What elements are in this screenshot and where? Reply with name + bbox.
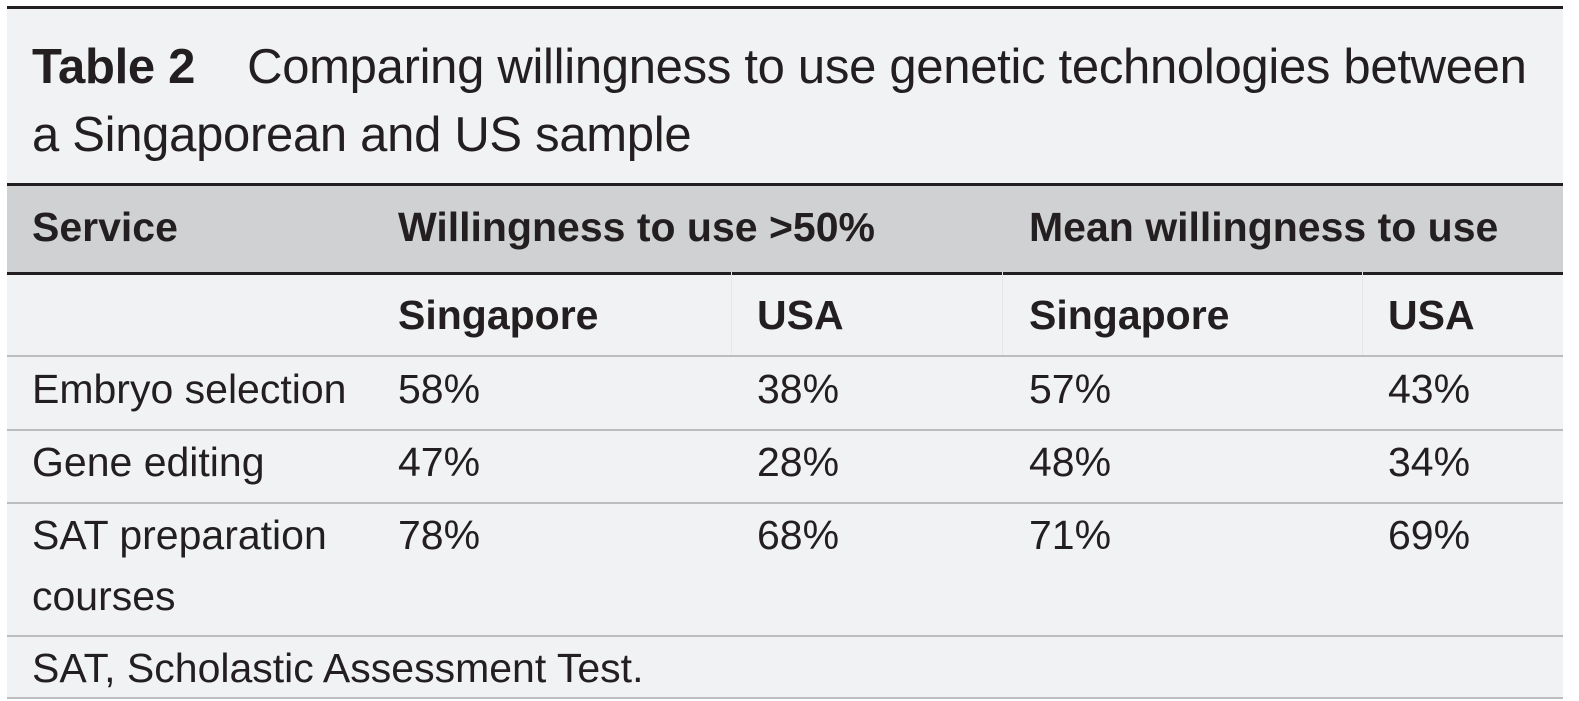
row-divider <box>7 355 1563 357</box>
column-divider <box>1362 272 1363 356</box>
row-divider <box>7 502 1563 504</box>
column-divider <box>1002 272 1003 356</box>
cell-g1-singapore: 47% <box>398 439 481 485</box>
cell-g1-usa: 38% <box>757 366 840 412</box>
subheader-g1-usa: USA <box>757 292 844 338</box>
subheader-g2-singapore: Singapore <box>1029 292 1230 338</box>
cell-service: Gene editing <box>32 439 265 485</box>
row-divider <box>7 635 1563 637</box>
table-footnote: SAT, Scholastic Assessment Test. <box>32 645 644 691</box>
subheader-g1-singapore: Singapore <box>398 292 599 338</box>
cell-g2-singapore: 71% <box>1029 512 1112 558</box>
table-caption-label: Table 2 <box>32 40 196 94</box>
table-header-row <box>7 183 1563 275</box>
table-bottom-rule <box>7 697 1563 699</box>
subheader-g2-usa: USA <box>1388 292 1475 338</box>
cell-g1-singapore: 58% <box>398 366 481 412</box>
row-divider <box>7 429 1563 431</box>
cell-service-line2: courses <box>32 573 176 619</box>
table-panel: Table 2 Comparing willingness to use gene… <box>7 6 1563 699</box>
cell-g2-usa: 34% <box>1388 439 1471 485</box>
cell-g1-usa: 28% <box>757 439 840 485</box>
cell-g2-usa: 69% <box>1388 512 1471 558</box>
cell-g2-singapore: 57% <box>1029 366 1112 412</box>
cell-service: Embryo selection <box>32 366 347 412</box>
table-caption: Table 2 Comparing willingness to use gene… <box>32 33 1557 169</box>
cell-service-line1: SAT preparation <box>32 512 327 558</box>
cell-g1-singapore: 78% <box>398 512 481 558</box>
cell-g1-usa: 68% <box>757 512 840 558</box>
column-divider <box>731 272 732 356</box>
header-mean-willingness: Mean willingness to use <box>1029 204 1499 250</box>
header-service: Service <box>32 204 178 250</box>
table-caption-text: Comparing willingness to use genetic tec… <box>32 40 1527 162</box>
cell-g2-usa: 43% <box>1388 366 1471 412</box>
header-willingness-over-50: Willingness to use >50% <box>398 204 875 250</box>
cell-g2-singapore: 48% <box>1029 439 1112 485</box>
